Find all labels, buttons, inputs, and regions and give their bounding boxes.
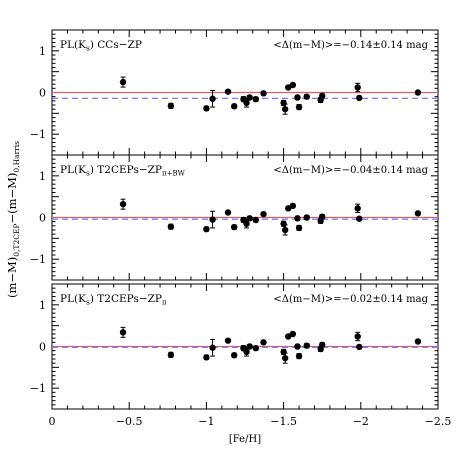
data-point (356, 94, 363, 102)
y-tick-label: −1 (30, 128, 46, 141)
data-point (246, 94, 253, 101)
data-point (203, 225, 210, 233)
data-point (295, 352, 303, 360)
data-point (289, 202, 297, 210)
data-point (209, 344, 216, 351)
x-tick-label: 0 (49, 415, 56, 428)
data-point (356, 343, 363, 351)
panel-label: PL(Ks) CCs−ZP (60, 39, 142, 53)
data-point (230, 103, 238, 110)
y-tick-label: 0 (39, 212, 46, 225)
data-point (230, 223, 238, 231)
data-point (414, 210, 422, 217)
data-point (414, 338, 422, 345)
data-point (119, 78, 127, 86)
x-tick-label: −2.5 (425, 415, 452, 428)
panel-annotation: <Δ(m−M)>=−0.02±0.14 mag (273, 294, 428, 305)
data-point (252, 216, 260, 224)
data-point (203, 354, 210, 361)
data-point (203, 105, 210, 112)
data-point (281, 226, 289, 234)
data-point (252, 344, 260, 352)
data-point (252, 95, 260, 103)
data-point (294, 215, 301, 222)
data-point (354, 333, 361, 340)
data-point (294, 343, 301, 350)
panel-label: PL(Ks) T2CEPs−ZPπ+BW (60, 164, 186, 178)
data-point (281, 354, 289, 362)
y-tick-label: 0 (39, 341, 46, 354)
data-point (224, 337, 232, 344)
data-point (280, 99, 287, 107)
data-point (119, 200, 127, 208)
data-point (289, 81, 297, 89)
data-point (281, 105, 289, 113)
y-tick-label: −1 (30, 382, 46, 395)
y-tick-label: 1 (39, 45, 46, 58)
data-point (119, 329, 127, 336)
x-tick-label: −0.5 (116, 415, 143, 428)
panel-annotation: <Δ(m−M)>=−0.14±0.14 mag (273, 40, 428, 51)
data-point (280, 348, 287, 356)
x-tick-label: −1.5 (270, 415, 297, 428)
data-point (295, 103, 303, 111)
data-point (243, 99, 250, 107)
data-point (167, 223, 175, 230)
panel-annotation: <Δ(m−M)>=−0.04±0.14 mag (273, 165, 428, 176)
data-point (289, 330, 297, 338)
data-point (260, 210, 267, 218)
x-tick-label: −2 (353, 415, 369, 428)
data-point (246, 343, 253, 350)
data-point (303, 93, 310, 100)
data-point (224, 209, 232, 216)
data-point (224, 88, 232, 95)
data-point (354, 84, 361, 91)
data-point (295, 224, 303, 232)
data-point (356, 215, 363, 222)
data-point (303, 214, 310, 221)
data-point (319, 341, 326, 349)
data-point (243, 348, 250, 356)
x-tick-label: −1 (198, 415, 214, 428)
y-tick-label: 0 (39, 87, 46, 100)
data-point (260, 339, 267, 346)
y-tick-label: 1 (39, 170, 46, 183)
y-axis-label: (m−M)0,T2CEP−(m−M)0,Harris (5, 141, 21, 298)
data-point (209, 95, 216, 102)
data-point (167, 102, 175, 110)
data-point (230, 352, 238, 359)
y-tick-label: −1 (30, 253, 46, 266)
data-point (280, 220, 287, 227)
data-point (319, 213, 326, 220)
data-point (209, 216, 216, 223)
data-point (167, 351, 175, 359)
data-point (303, 342, 310, 349)
data-point (246, 215, 253, 222)
data-point (319, 92, 326, 100)
data-point (294, 94, 301, 101)
y-tick-label: 1 (39, 299, 46, 312)
data-point (260, 90, 267, 97)
panel-label: PL(Ks) T2CEPs−ZPπ (60, 293, 167, 307)
data-point (243, 220, 250, 227)
data-point (414, 89, 422, 96)
x-axis-label: [Fe/H] (229, 434, 261, 445)
data-point (354, 205, 361, 212)
